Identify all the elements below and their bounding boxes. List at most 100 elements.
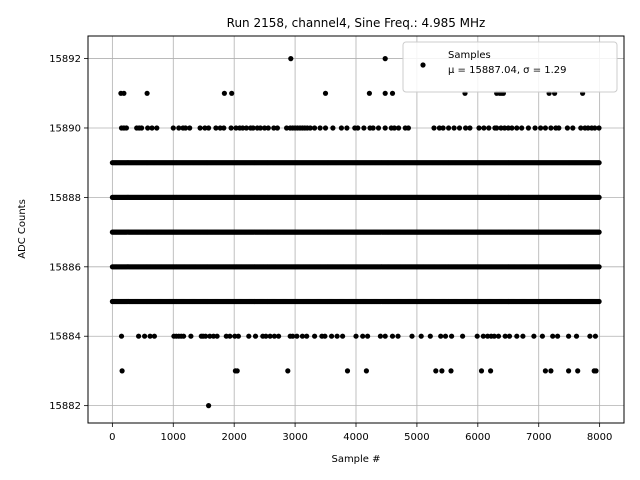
- data-point: [596, 194, 602, 200]
- data-point: [235, 333, 241, 339]
- y-tick-label: 15890: [49, 123, 81, 134]
- data-point: [274, 125, 280, 131]
- data-point: [478, 368, 485, 374]
- data-point: [307, 125, 313, 131]
- data-point: [271, 333, 277, 339]
- legend-box: [402, 41, 618, 93]
- data-point: [382, 125, 388, 131]
- data-point: [460, 333, 466, 339]
- data-point: [596, 229, 602, 235]
- data-point: [502, 333, 508, 339]
- data-point: [299, 333, 305, 339]
- data-point: [317, 125, 323, 131]
- data-point: [442, 333, 449, 339]
- data-point: [587, 333, 593, 339]
- data-point: [476, 125, 482, 131]
- data-point: [564, 125, 571, 131]
- data-point: [509, 125, 515, 131]
- data-point: [494, 125, 500, 131]
- data-point: [170, 125, 176, 131]
- data-point: [202, 125, 208, 131]
- data-point: [377, 333, 383, 339]
- data-point: [203, 333, 209, 339]
- x-tick-label: 4000: [343, 432, 368, 443]
- y-tick-label: 15888: [49, 193, 81, 204]
- data-point: [438, 333, 444, 339]
- data-point: [240, 125, 246, 131]
- data-point: [139, 125, 145, 131]
- data-point: [596, 298, 602, 305]
- data-point: [221, 125, 227, 131]
- data-point: [181, 333, 187, 339]
- data-point: [382, 333, 388, 339]
- data-point: [573, 333, 580, 339]
- data-point: [542, 368, 549, 374]
- data-point: [206, 125, 212, 131]
- data-point: [488, 368, 494, 374]
- x-tick-label: 3000: [282, 432, 307, 443]
- data-point: [243, 125, 249, 131]
- x-tick-label: 7000: [526, 432, 551, 443]
- data-point: [233, 125, 239, 131]
- data-point: [391, 125, 397, 131]
- data-point: [294, 333, 300, 339]
- data-point: [395, 333, 401, 339]
- data-point: [514, 125, 520, 131]
- data-point: [556, 125, 562, 131]
- data-point: [485, 333, 491, 339]
- x-tick-label: 6000: [465, 432, 490, 443]
- y-tick-label: 15886: [49, 262, 81, 273]
- data-point: [250, 125, 256, 131]
- legend-stats: μ = 15887.04, σ = 1.29: [448, 65, 567, 76]
- data-point: [451, 125, 457, 131]
- data-point: [187, 125, 193, 131]
- data-point: [514, 333, 520, 339]
- data-point: [210, 333, 217, 339]
- data-point: [481, 125, 487, 131]
- data-point: [592, 125, 598, 131]
- data-point: [431, 125, 437, 131]
- data-point: [144, 90, 150, 96]
- data-point: [578, 125, 584, 131]
- data-point: [389, 333, 396, 339]
- x-tick-label: 5000: [404, 432, 429, 443]
- data-point: [223, 333, 229, 339]
- data-point: [355, 125, 361, 131]
- data-point: [449, 333, 455, 339]
- data-point: [213, 125, 219, 131]
- data-point: [456, 125, 463, 131]
- data-point: [382, 56, 388, 62]
- y-axis-ticks: 15882 15884 15886 15888 15890 15892: [49, 54, 88, 412]
- data-point: [575, 368, 581, 374]
- data-point: [344, 368, 351, 374]
- data-point: [312, 125, 318, 131]
- data-point: [322, 90, 329, 96]
- data-point: [221, 90, 227, 96]
- data-point: [334, 333, 340, 339]
- data-point: [502, 125, 508, 131]
- data-point: [119, 368, 125, 374]
- data-point: [228, 125, 234, 131]
- data-point: [463, 125, 469, 131]
- data-point: [531, 333, 537, 339]
- data-point: [375, 125, 382, 131]
- data-point: [418, 333, 424, 339]
- y-tick-label: 15892: [49, 54, 81, 65]
- data-point: [570, 125, 576, 131]
- x-tick-label: 2000: [221, 432, 246, 443]
- data-point: [446, 125, 452, 131]
- data-point: [532, 125, 538, 131]
- data-point: [214, 333, 220, 339]
- data-point: [405, 125, 411, 131]
- x-tick-label: 1000: [161, 432, 186, 443]
- data-point: [361, 125, 367, 131]
- data-point: [267, 333, 273, 339]
- data-point: [519, 125, 525, 131]
- data-point: [176, 125, 182, 131]
- data-point: [585, 125, 591, 131]
- data-point: [229, 90, 235, 96]
- data-point: [409, 333, 415, 339]
- data-point: [439, 368, 445, 374]
- data-point: [344, 125, 350, 131]
